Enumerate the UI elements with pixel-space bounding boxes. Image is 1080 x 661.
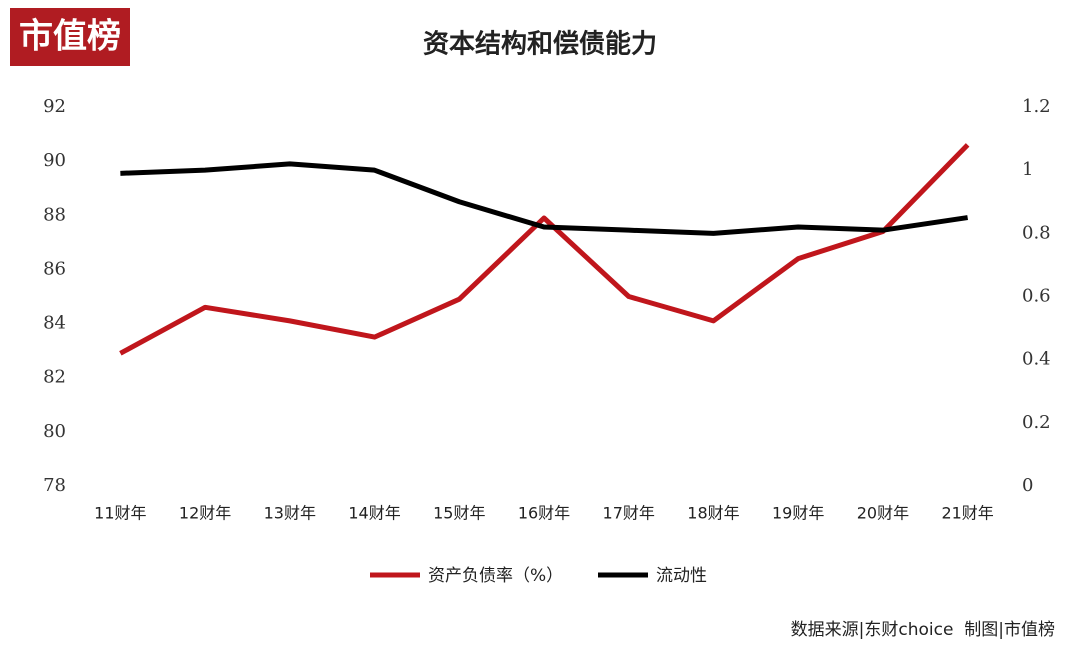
y2-tick-label: 1.2 — [1022, 96, 1051, 117]
x-tick-label: 17财年 — [603, 504, 655, 523]
legend-label: 流动性 — [656, 566, 707, 586]
legend-label: 资产负债率（%） — [428, 566, 563, 586]
x-tick-label: 15财年 — [433, 504, 485, 523]
x-tick-label: 21财年 — [941, 504, 993, 523]
y-tick-label: 92 — [43, 96, 66, 117]
y-tick-label: 78 — [43, 475, 66, 496]
y-tick-label: 82 — [43, 367, 66, 388]
y-tick-label: 80 — [43, 421, 66, 442]
series-line — [119, 143, 970, 356]
chart-title: 资本结构和偿债能力 — [423, 29, 657, 60]
x-tick-label: 19财年 — [772, 504, 824, 523]
y2-tick-label: 1 — [1022, 159, 1033, 180]
y-tick-label: 90 — [43, 150, 66, 171]
series-line — [120, 161, 969, 236]
logo: 市值榜 — [19, 17, 121, 57]
x-tick-label: 14财年 — [348, 504, 400, 523]
y-tick-label: 84 — [43, 313, 66, 334]
x-tick-label: 11财年 — [94, 504, 146, 523]
source-note: 数据来源|东财choice 制图|市值榜 — [791, 620, 1055, 640]
y-tick-label: 88 — [43, 204, 66, 225]
x-tick-label: 12财年 — [179, 504, 231, 523]
x-tick-label: 20财年 — [857, 504, 909, 523]
x-tick-label: 16财年 — [518, 504, 570, 523]
y-tick-label: 86 — [43, 258, 66, 279]
y2-tick-label: 0.6 — [1022, 286, 1051, 307]
x-tick-label: 18财年 — [687, 504, 739, 523]
y2-tick-label: 0.2 — [1022, 412, 1051, 433]
y2-tick-label: 0.8 — [1022, 222, 1051, 243]
x-tick-label: 13财年 — [264, 504, 316, 523]
y2-tick-label: 0 — [1022, 475, 1033, 496]
logo-box — [10, 8, 130, 66]
y2-tick-label: 0.4 — [1022, 349, 1051, 370]
